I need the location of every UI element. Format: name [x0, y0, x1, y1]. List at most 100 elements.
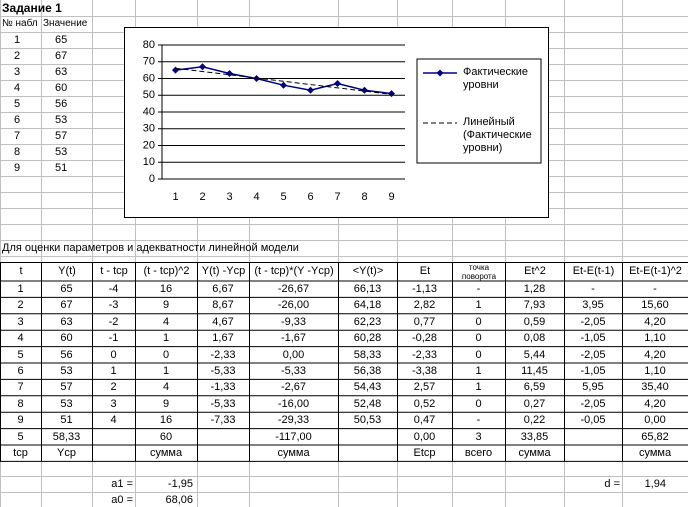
cell: -0,05 [580, 414, 606, 427]
y-tick-label: 10 [143, 156, 155, 168]
cell: 5,95 [582, 381, 604, 394]
marker [307, 86, 314, 94]
legend-label: Фактические уровни [463, 66, 529, 91]
summary-cell: 65,82 [641, 430, 669, 443]
cell: 8,67 [212, 299, 234, 312]
cell: 53 [60, 365, 73, 377]
summary-cell: 58,33 [52, 430, 81, 443]
cell: 3 [110, 397, 117, 410]
cell: 0,27 [523, 397, 546, 410]
legend-marker [436, 69, 444, 77]
cell: -5,33 [280, 365, 307, 377]
cell: -2,05 [580, 315, 606, 328]
y-tick-label: 60 [143, 72, 155, 84]
param-label: a1 = [111, 478, 133, 490]
cell: 4 [14, 82, 21, 94]
param-label: a0 = [111, 494, 133, 506]
cell: 4 [162, 381, 170, 394]
cell: 9 [14, 162, 21, 174]
column-header: Et-E(t-1) [572, 265, 615, 277]
cell: 6,59 [523, 381, 546, 394]
summary-label: всего [464, 447, 493, 459]
summary-cell: -117,00 [275, 430, 312, 443]
column-header: t [19, 265, 23, 277]
cell: 1 [14, 34, 21, 46]
cell: -3,38 [411, 365, 438, 377]
cell: 2,82 [413, 299, 436, 312]
cell: 56 [55, 98, 68, 110]
cell: - [653, 283, 657, 295]
cell: 5,44 [523, 348, 546, 361]
cell: 4 [162, 315, 170, 328]
cell: 0 [475, 332, 482, 345]
cell: -0,28 [411, 332, 438, 345]
cell: -2,33 [411, 348, 438, 361]
cell: 53 [55, 114, 68, 126]
param-value: 1,94 [644, 478, 666, 490]
cell: 11,45 [521, 365, 548, 377]
cell: 9 [162, 397, 170, 410]
legend-box [416, 58, 542, 164]
cell: 1 [162, 332, 170, 345]
cell: -3 [108, 299, 119, 312]
y-tick-label: 0 [149, 173, 155, 185]
cell: 53 [60, 397, 73, 410]
cell: 6 [17, 365, 24, 377]
cell: 4 [17, 332, 24, 345]
param-value: -1,95 [167, 478, 193, 490]
cell: -16,00 [277, 397, 310, 410]
marker [361, 86, 368, 94]
cell: 1 [475, 299, 482, 312]
cell: -5,33 [210, 365, 236, 377]
cell: 0,00 [282, 348, 305, 361]
x-tick-label: 2 [199, 191, 205, 203]
cell: 53 [55, 146, 68, 158]
cell: 3 [14, 66, 21, 78]
summary-cell: 0,00 [413, 430, 436, 443]
x-tick-label: 9 [388, 191, 394, 203]
column-header: № набл [2, 18, 38, 29]
cell: 67 [55, 50, 68, 62]
column-header: Значение [43, 18, 88, 29]
cell: 0 [162, 348, 170, 361]
cell: 4,20 [644, 348, 666, 361]
cell: 64,18 [353, 299, 382, 312]
cell: 54,43 [353, 381, 382, 394]
cell: 1 [110, 365, 117, 377]
section-title: Для оценки параметров и адекватности лин… [2, 242, 299, 254]
cell: 0,77 [413, 315, 436, 328]
cell: 16 [159, 414, 173, 427]
summary-label: сумма [518, 447, 551, 459]
cell: 60 [55, 82, 68, 94]
cell: 60,28 [353, 332, 382, 345]
chart-area: 0 10 20 30 40 50 60 70 80 1 2 3 4 5 6 7 8 9 Фактические у… [124, 27, 549, 218]
summary-label: Etcp [413, 447, 436, 459]
cell: 15,60 [641, 299, 669, 312]
column-header: точка поворота [461, 263, 497, 281]
cell: - [476, 414, 481, 427]
column-header: (t - tcp)^2 [143, 265, 190, 277]
cell: -7,33 [210, 414, 236, 427]
cell: 0,00 [644, 414, 666, 427]
summary-label: сумма [638, 447, 672, 459]
cell: -2,05 [580, 397, 606, 410]
marker [280, 81, 287, 89]
cell: 3 [17, 315, 24, 328]
cell: -1,13 [411, 283, 438, 295]
cell: 2 [17, 299, 24, 312]
cell: 58,33 [353, 348, 382, 361]
column-header: (t - tcp)*(Y -Ycp) [254, 265, 334, 277]
cell: 56,38 [353, 365, 382, 377]
y-tick-label: 40 [143, 106, 155, 118]
cell: - [476, 283, 481, 295]
y-tick-label: 70 [143, 56, 155, 68]
cell: 2,57 [413, 381, 436, 394]
cell: 0 [475, 348, 482, 361]
cell: 1,10 [644, 332, 666, 345]
cell: -4 [108, 283, 119, 295]
column-header: Y(t) [58, 265, 76, 277]
cell: 66,13 [353, 283, 382, 295]
marker [334, 80, 341, 88]
cell: 6 [14, 114, 21, 126]
